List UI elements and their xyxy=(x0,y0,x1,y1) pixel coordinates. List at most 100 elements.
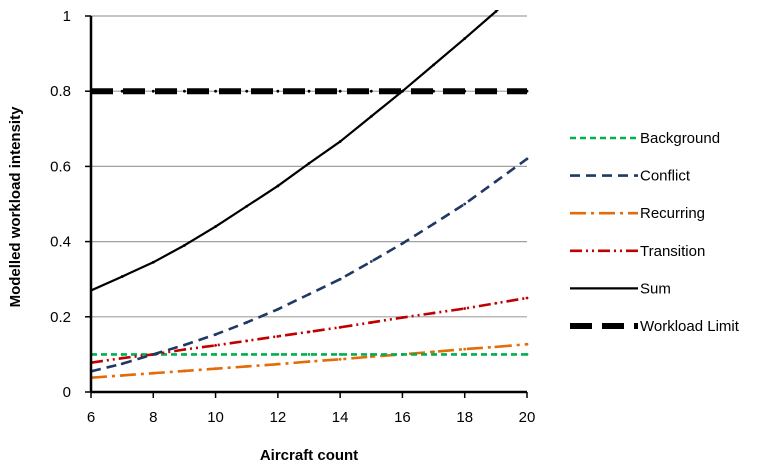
data-point-conflict-7 xyxy=(307,292,311,296)
data-point-workload-limit-8 xyxy=(338,89,342,93)
data-point-transition-7 xyxy=(307,330,311,334)
data-point-sum-9 xyxy=(369,114,373,118)
data-point-background-13 xyxy=(494,353,498,356)
series-line-conflict xyxy=(91,157,528,373)
data-point-conflict-11 xyxy=(432,222,435,226)
x-tick-label-0: 6 xyxy=(87,409,95,426)
data-point-sum-8 xyxy=(338,140,342,143)
data-point-conflict-1 xyxy=(120,362,124,366)
data-point-recurring-1 xyxy=(120,374,124,377)
data-point-recurring-9 xyxy=(369,355,373,359)
data-point-workload-limit-2 xyxy=(151,89,155,93)
data-point-recurring-14 xyxy=(525,342,529,346)
legend: Background Conflict Recurring Transition Sum… xyxy=(570,130,740,335)
data-point-workload-limit-6 xyxy=(276,89,280,93)
data-point-sum-5 xyxy=(245,204,249,208)
data-point-workload-limit-4 xyxy=(214,89,217,93)
y-tick-label-0: 0 xyxy=(63,384,71,401)
data-point-sum-7 xyxy=(307,161,311,165)
data-point-sum-3 xyxy=(183,243,186,247)
data-point-workload-limit-11 xyxy=(432,89,435,93)
data-point-sum-11 xyxy=(432,63,435,67)
data-point-workload-limit-13 xyxy=(494,89,498,93)
data-point-background-12 xyxy=(463,353,467,356)
data-point-workload-limit-3 xyxy=(183,89,186,93)
data-point-background-3 xyxy=(183,353,186,356)
data-point-background-7 xyxy=(307,353,311,356)
legend-label-sum: Sum xyxy=(640,280,671,297)
legend-label-recurring: Recurring xyxy=(640,205,705,222)
data-point-recurring-12 xyxy=(463,347,467,351)
data-point-workload-limit-9 xyxy=(369,89,373,93)
tick-labels: 00.20.40.60.816 8 10 12 14 16 18 20 xyxy=(50,8,535,426)
y-tick-label-5: 1 xyxy=(63,8,71,25)
data-point-background-4 xyxy=(214,353,217,356)
series-layer xyxy=(91,10,529,380)
data-point-conflict-12 xyxy=(463,202,467,206)
data-point-transition-10 xyxy=(401,316,404,319)
data-point-workload-limit-12 xyxy=(463,89,467,93)
data-point-transition-4 xyxy=(214,343,217,347)
x-tick-label-4: 14 xyxy=(332,409,349,426)
data-point-background-14 xyxy=(525,353,529,356)
legend-label-conflict: Conflict xyxy=(640,168,691,185)
data-point-conflict-13 xyxy=(494,180,498,183)
data-point-conflict-4 xyxy=(214,333,217,336)
data-point-recurring-6 xyxy=(276,362,280,366)
data-point-transition-5 xyxy=(245,339,249,343)
x-tick-label-2: 10 xyxy=(207,409,224,426)
data-point-background-10 xyxy=(401,353,404,356)
series-line-transition xyxy=(91,296,528,364)
data-point-background-6 xyxy=(276,353,280,356)
data-point-transition-11 xyxy=(432,311,435,315)
x-tick-label-3: 12 xyxy=(270,409,287,426)
data-point-recurring-2 xyxy=(151,371,155,375)
y-tick-label-2: 0.4 xyxy=(50,234,71,251)
data-point-transition-13 xyxy=(494,301,498,305)
legend-label-transition: Transition xyxy=(640,243,705,260)
data-point-recurring-13 xyxy=(494,345,498,349)
data-point-transition-8 xyxy=(338,325,342,329)
data-point-workload-limit-7 xyxy=(307,89,311,93)
data-point-background-11 xyxy=(432,353,435,356)
series-line-sum xyxy=(91,10,500,292)
data-point-transition-3 xyxy=(183,348,186,351)
data-point-conflict-6 xyxy=(276,307,280,311)
x-tick-label-7: 20 xyxy=(519,409,536,426)
data-point-sum-12 xyxy=(463,37,467,40)
data-point-sum-13 xyxy=(494,10,498,13)
data-point-recurring-7 xyxy=(307,360,311,363)
y-tick-label-4: 0.8 xyxy=(50,83,71,100)
data-point-conflict-9 xyxy=(369,260,373,263)
data-point-conflict-5 xyxy=(245,321,249,324)
x-tick-label-1: 8 xyxy=(149,409,157,426)
data-point-workload-limit-14 xyxy=(525,89,529,93)
data-point-background-9 xyxy=(369,353,373,356)
data-point-background-8 xyxy=(338,353,342,356)
data-point-sum-1 xyxy=(120,275,124,278)
data-point-conflict-14 xyxy=(525,157,529,161)
data-point-recurring-4 xyxy=(214,367,217,371)
y-tick-label-3: 0.6 xyxy=(50,158,71,175)
data-point-background-1 xyxy=(120,353,124,356)
data-point-recurring-11 xyxy=(432,350,435,354)
data-point-sum-2 xyxy=(151,260,155,264)
data-point-recurring-8 xyxy=(338,357,342,361)
data-point-background-5 xyxy=(245,353,249,356)
y-axis-title: Modelled workload intensity xyxy=(7,106,24,308)
data-point-recurring-3 xyxy=(183,369,186,373)
data-point-workload-limit-1 xyxy=(120,89,124,93)
y-tick-label-1: 0.2 xyxy=(50,309,71,326)
data-point-transition-12 xyxy=(463,307,467,310)
data-point-conflict-3 xyxy=(183,343,186,347)
data-point-transition-14 xyxy=(525,296,529,300)
data-point-conflict-8 xyxy=(338,277,342,281)
axes xyxy=(85,15,528,398)
data-point-conflict-10 xyxy=(401,242,404,245)
x-tick-label-5: 16 xyxy=(394,409,411,426)
data-point-sum-10 xyxy=(401,89,404,93)
gridlines xyxy=(91,15,527,318)
data-point-transition-6 xyxy=(276,334,280,338)
data-point-transition-9 xyxy=(369,321,373,324)
